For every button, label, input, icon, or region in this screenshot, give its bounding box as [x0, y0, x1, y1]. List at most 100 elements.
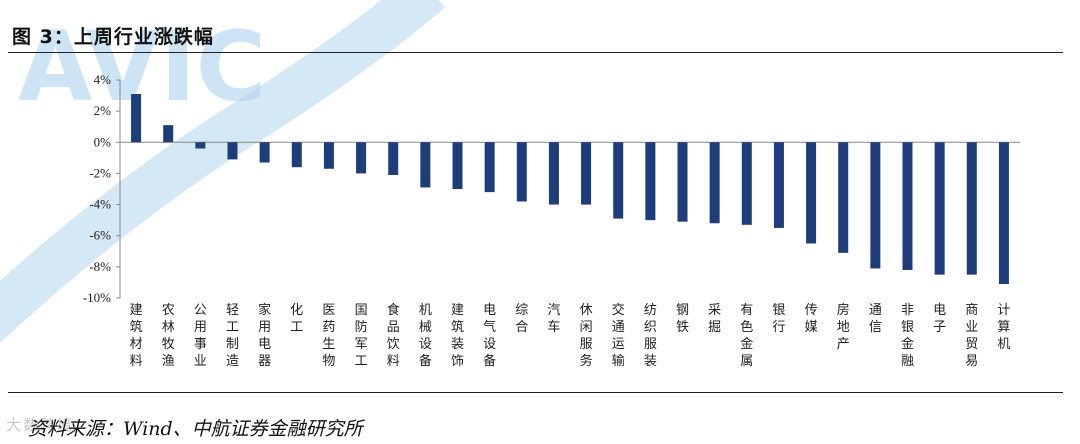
x-tick-label: 设 — [483, 337, 496, 352]
x-tick-label: 房 — [837, 302, 850, 318]
bar — [163, 125, 174, 143]
x-tick-label: 机 — [997, 337, 1010, 352]
x-tick-label: 业 — [965, 320, 978, 335]
source-note: 资料来源：Wind、中航证券金融研究所 — [28, 418, 363, 440]
x-tick-label: 筑 — [451, 319, 464, 335]
bar — [581, 142, 592, 205]
x-tick-label: 电 — [483, 303, 496, 318]
bar — [998, 142, 1009, 284]
x-tick-label: 备 — [483, 353, 496, 369]
bar — [902, 142, 913, 270]
y-tick-label: -8% — [89, 259, 111, 274]
x-tick-label: 交 — [612, 302, 625, 318]
bar — [773, 142, 784, 228]
x-tick-label: 金 — [740, 336, 753, 352]
bar — [709, 142, 720, 224]
bar — [516, 142, 527, 202]
x-tick-label: 造 — [226, 354, 239, 369]
x-tick-label: 算 — [997, 320, 1010, 335]
y-tick-label: 4% — [94, 72, 112, 87]
x-tick-label: 料 — [387, 354, 400, 369]
x-tick-label: 信 — [869, 320, 882, 335]
bar — [291, 142, 302, 168]
chart-title: 图 3：上周行业涨跌幅 — [12, 26, 214, 48]
x-tick-label: 纺 — [644, 303, 657, 318]
x-tick-label: 家 — [258, 302, 271, 318]
x-tick-label: 闲 — [580, 320, 593, 335]
x-tick-label: 渔 — [162, 354, 175, 369]
x-tick-label: 产 — [837, 337, 850, 352]
bar — [838, 142, 849, 253]
x-tick-label: 金 — [901, 336, 914, 352]
x-tick-label: 筑 — [130, 319, 143, 335]
x-tick-label: 用 — [258, 320, 271, 335]
x-tick-label: 易 — [965, 354, 978, 369]
x-tick-label: 械 — [419, 320, 432, 335]
bar — [323, 142, 334, 169]
x-tick-label: 用 — [194, 320, 207, 335]
x-tick-label: 制 — [226, 337, 239, 352]
x-tick-label: 机 — [419, 303, 432, 318]
x-tick-label: 设 — [419, 337, 432, 352]
bar — [741, 142, 752, 225]
x-tick-label: 行 — [772, 320, 785, 335]
x-tick-label: 掘 — [708, 320, 721, 335]
bar — [677, 142, 688, 222]
x-tick-label: 生 — [322, 337, 335, 352]
x-tick-label: 国 — [355, 303, 368, 318]
x-tick-label: 电 — [258, 337, 271, 352]
x-tick-label: 防 — [355, 319, 368, 335]
x-tick-label: 通 — [612, 320, 625, 335]
bar — [452, 142, 463, 189]
x-tick-label: 银 — [901, 320, 914, 335]
x-tick-label: 服 — [644, 337, 657, 352]
footer-divider — [8, 392, 1063, 393]
x-tick-label: 综 — [515, 303, 528, 318]
x-tick-label: 饮 — [387, 337, 400, 352]
x-tick-label: 气 — [483, 319, 496, 335]
x-tick-label: 化 — [290, 303, 303, 318]
x-tick-label: 农 — [162, 303, 175, 318]
x-tick-label: 织 — [644, 320, 657, 335]
x-tick-label: 公 — [194, 303, 207, 318]
bar — [131, 94, 142, 143]
x-tick-label: 器 — [258, 354, 271, 369]
x-tick-label: 建 — [451, 303, 464, 318]
x-tick-label: 采 — [708, 303, 721, 318]
x-tick-label: 输 — [612, 353, 625, 369]
x-tick-label: 合 — [515, 320, 528, 335]
bar — [195, 142, 206, 149]
x-tick-label: 通 — [869, 303, 882, 318]
x-tick-label: 品 — [387, 320, 400, 335]
y-tick-label: 0% — [94, 134, 112, 149]
title-divider — [8, 52, 1063, 53]
x-tick-label: 材 — [130, 337, 143, 352]
x-tick-label: 色 — [740, 319, 753, 335]
x-tick-label: 建 — [130, 303, 143, 318]
x-tick-label: 有 — [740, 303, 753, 318]
x-tick-label: 车 — [547, 319, 560, 335]
bar — [966, 142, 977, 275]
x-tick-label: 非 — [901, 303, 914, 318]
bar — [645, 142, 656, 221]
x-tick-label: 业 — [194, 354, 207, 369]
bar — [806, 142, 817, 244]
x-tick-label: 料 — [130, 354, 143, 369]
y-tick-label: -4% — [89, 197, 111, 212]
x-tick-label: 属 — [740, 354, 753, 369]
x-tick-label: 地 — [837, 320, 850, 335]
x-tick-label: 军 — [355, 337, 368, 352]
bar — [356, 142, 367, 174]
bar — [259, 142, 270, 163]
x-tick-label: 钢 — [676, 303, 689, 318]
x-tick-label: 工 — [290, 320, 303, 335]
x-tick-label: 装 — [644, 354, 657, 369]
x-tick-label: 融 — [901, 354, 914, 369]
x-tick-label: 子 — [933, 320, 946, 335]
x-tick-label: 休 — [580, 303, 593, 318]
x-tick-label: 食 — [387, 302, 400, 318]
x-tick-label: 饰 — [451, 354, 464, 369]
y-tick-label: -6% — [89, 228, 111, 243]
x-tick-label: 银 — [772, 303, 785, 318]
